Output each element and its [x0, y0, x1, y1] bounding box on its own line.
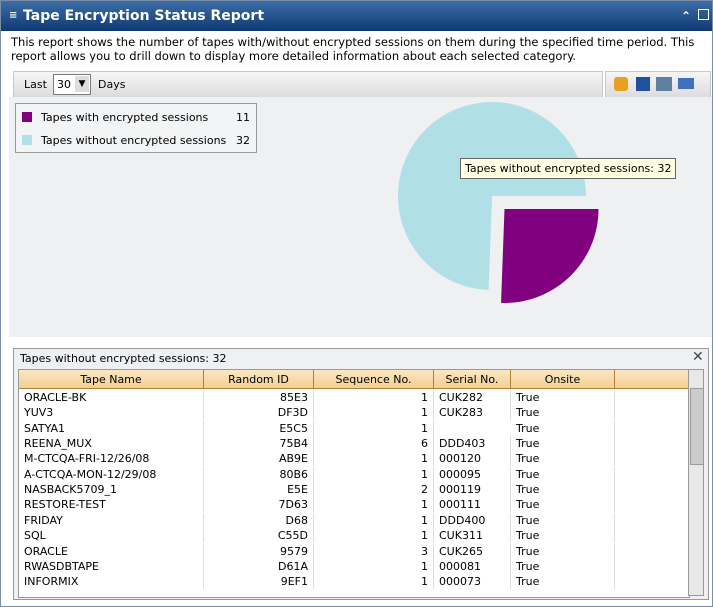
- table-cell: CUK283: [434, 405, 511, 420]
- table-cell: 1: [314, 559, 434, 574]
- table-cell: A-CTCQA-MON-12/29/08: [19, 467, 204, 482]
- table-cell: 2: [314, 482, 434, 497]
- table-cell: 3: [314, 544, 434, 559]
- column-header[interactable]: Serial No.: [434, 370, 511, 389]
- legend-value: 11: [236, 111, 250, 124]
- table-cell: E5C5: [204, 421, 314, 436]
- table-cell: True: [511, 436, 615, 451]
- table-cell: 1: [314, 405, 434, 420]
- column-header-filler: [615, 370, 689, 389]
- table-cell: True: [511, 497, 615, 512]
- table-cell: 000119: [434, 482, 511, 497]
- legend-swatch: [22, 112, 32, 122]
- table-cell: True: [511, 513, 615, 528]
- close-button[interactable]: ✕: [692, 349, 704, 365]
- detail-title: Tapes without encrypted sessions: 32: [20, 352, 226, 365]
- table-cell: 80B6: [204, 467, 314, 482]
- table-cell: D61A: [204, 559, 314, 574]
- table-cell: 7D63: [204, 497, 314, 512]
- table-cell: 000120: [434, 451, 511, 466]
- table-cell: NASBACK5709_1: [19, 482, 204, 497]
- table-cell: ORACLE: [19, 544, 204, 559]
- table-cell: 1: [314, 467, 434, 482]
- table-cell: True: [511, 528, 615, 543]
- table-cell: CUK265: [434, 544, 511, 559]
- table-cell: YUV3: [19, 405, 204, 420]
- table-cell: 9EF1: [204, 574, 314, 589]
- data-grid: Tape NameRandom IDSequence No.Serial No.…: [18, 369, 690, 598]
- table-cell: True: [511, 559, 615, 574]
- table-cell: 000095: [434, 467, 511, 482]
- table-cell: 1: [314, 513, 434, 528]
- table-cell: 000081: [434, 559, 511, 574]
- scroll-thumb[interactable]: [690, 388, 704, 465]
- table-cell: C55D: [204, 528, 314, 543]
- table-cell: D68: [204, 513, 314, 528]
- table-cell: INFORMIX: [19, 574, 204, 589]
- table-cell: 85E3: [204, 390, 314, 405]
- table-cell: True: [511, 421, 615, 436]
- table-cell: ORACLE-BK: [19, 390, 204, 405]
- table-cell: True: [511, 451, 615, 466]
- table-cell: E5E: [204, 482, 314, 497]
- table-cell: SATYA1: [19, 421, 204, 436]
- tooltip: Tapes without encrypted sessions: 32: [460, 158, 676, 179]
- legend-label: Tapes with encrypted sessions: [41, 111, 208, 124]
- column-header[interactable]: Tape Name: [19, 370, 204, 389]
- legend-label: Tapes without encrypted sessions: [41, 134, 226, 147]
- scrollbar[interactable]: [688, 369, 704, 596]
- column-header[interactable]: Sequence No.: [314, 370, 434, 389]
- table-cell: True: [511, 467, 615, 482]
- table-cell: AB9E: [204, 451, 314, 466]
- table-cell: DDD403: [434, 436, 511, 451]
- table-cell: 1: [314, 574, 434, 589]
- table-cell: REENA_MUX: [19, 436, 204, 451]
- table-cell: True: [511, 574, 615, 589]
- table-cell: CUK311: [434, 528, 511, 543]
- table-cell: True: [511, 482, 615, 497]
- table-cell: FRIDAY: [19, 513, 204, 528]
- table-cell: 1: [314, 390, 434, 405]
- table-cell: 1: [314, 421, 434, 436]
- detail-panel: Tapes without encrypted sessions: 32 ✕ T…: [13, 348, 709, 600]
- table-cell: RWASDBTAPE: [19, 559, 204, 574]
- pie-slice: [501, 209, 598, 303]
- table-cell: 1: [314, 497, 434, 512]
- table-cell: DF3D: [204, 405, 314, 420]
- table-cell: True: [511, 390, 615, 405]
- table-cell: 000073: [434, 574, 511, 589]
- legend: Tapes with encrypted sessions 11 Tapes wit…: [15, 103, 257, 153]
- table-cell: M-CTCQA-FRI-12/26/08: [19, 451, 204, 466]
- table-cell: RESTORE-TEST: [19, 497, 204, 512]
- table-cell: 6: [314, 436, 434, 451]
- legend-swatch: [22, 135, 32, 145]
- table-cell: True: [511, 405, 615, 420]
- table-cell: 1: [314, 451, 434, 466]
- table-cell: 1: [314, 528, 434, 543]
- table-cell: True: [511, 544, 615, 559]
- table-cell: 75B4: [204, 436, 314, 451]
- table-cell: DDD400: [434, 513, 511, 528]
- legend-value: 32: [236, 134, 250, 147]
- table-cell: 000111: [434, 497, 511, 512]
- column-header[interactable]: Onsite: [511, 370, 615, 389]
- table-cell: SQL: [19, 528, 204, 543]
- table-cell: CUK282: [434, 390, 511, 405]
- column-header[interactable]: Random ID: [204, 370, 314, 389]
- table-cell: 9579: [204, 544, 314, 559]
